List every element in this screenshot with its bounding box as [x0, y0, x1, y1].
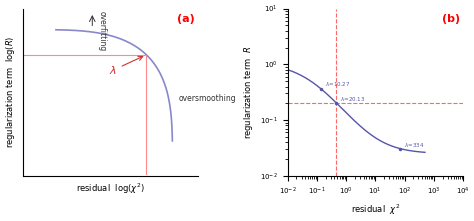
- Text: (a): (a): [177, 14, 195, 24]
- Text: $\lambda$: $\lambda$: [109, 56, 143, 76]
- Text: $\lambda$=0.01: $\lambda$=0.01: [0, 220, 1, 221]
- Text: $\lambda$=20.13: $\lambda$=20.13: [340, 95, 365, 103]
- Y-axis label: regularization term  $R$: regularization term $R$: [242, 46, 255, 139]
- Text: oversmoothing: oversmoothing: [179, 94, 237, 103]
- Text: (b): (b): [442, 14, 460, 24]
- Text: $\lambda$=334: $\lambda$=334: [404, 141, 424, 149]
- Text: $\lambda$=10.27: $\lambda$=10.27: [325, 80, 350, 88]
- X-axis label: residual  $\log(\chi^2)$: residual $\log(\chi^2)$: [76, 181, 145, 196]
- Y-axis label: regularization term  $\log(R)$: regularization term $\log(R)$: [4, 36, 17, 149]
- Text: overfitting: overfitting: [97, 11, 106, 52]
- X-axis label: residual  $\chi^2$: residual $\chi^2$: [351, 202, 400, 217]
- Text: $\lambda$=0.14: $\lambda$=0.14: [0, 220, 1, 221]
